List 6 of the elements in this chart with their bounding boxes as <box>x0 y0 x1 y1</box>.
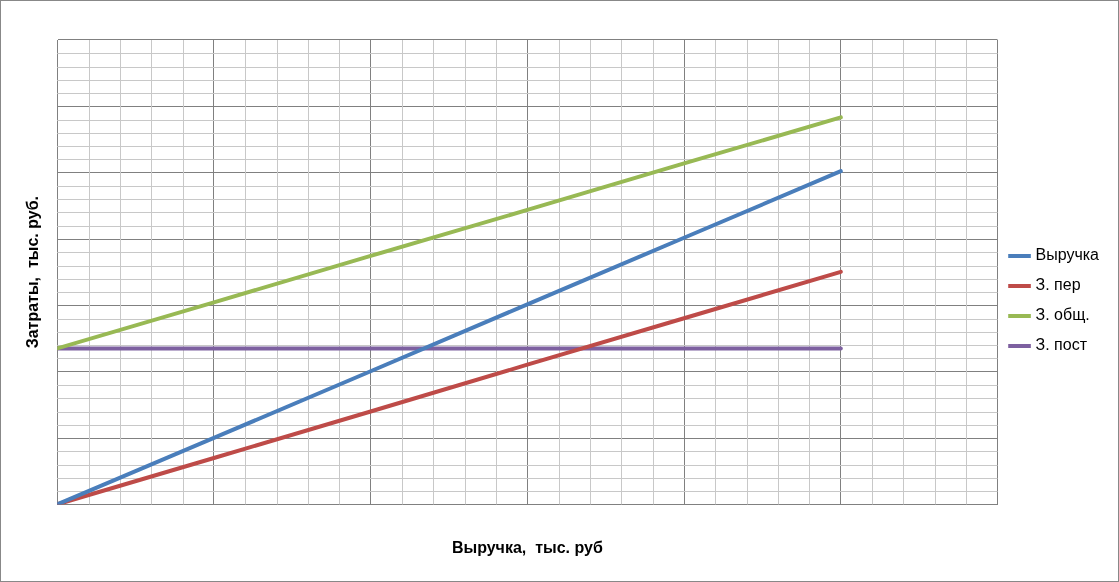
x-axis-title: Выручка, тыс. руб <box>451 538 603 556</box>
legend-label: З. пост <box>1035 336 1088 354</box>
legend-label: Выручка <box>1035 246 1100 264</box>
y-axis-title: Затраты, тыс. руб. <box>24 196 42 349</box>
legend-label: З. общ. <box>1035 306 1090 324</box>
legend-label: З. пер <box>1035 276 1081 294</box>
